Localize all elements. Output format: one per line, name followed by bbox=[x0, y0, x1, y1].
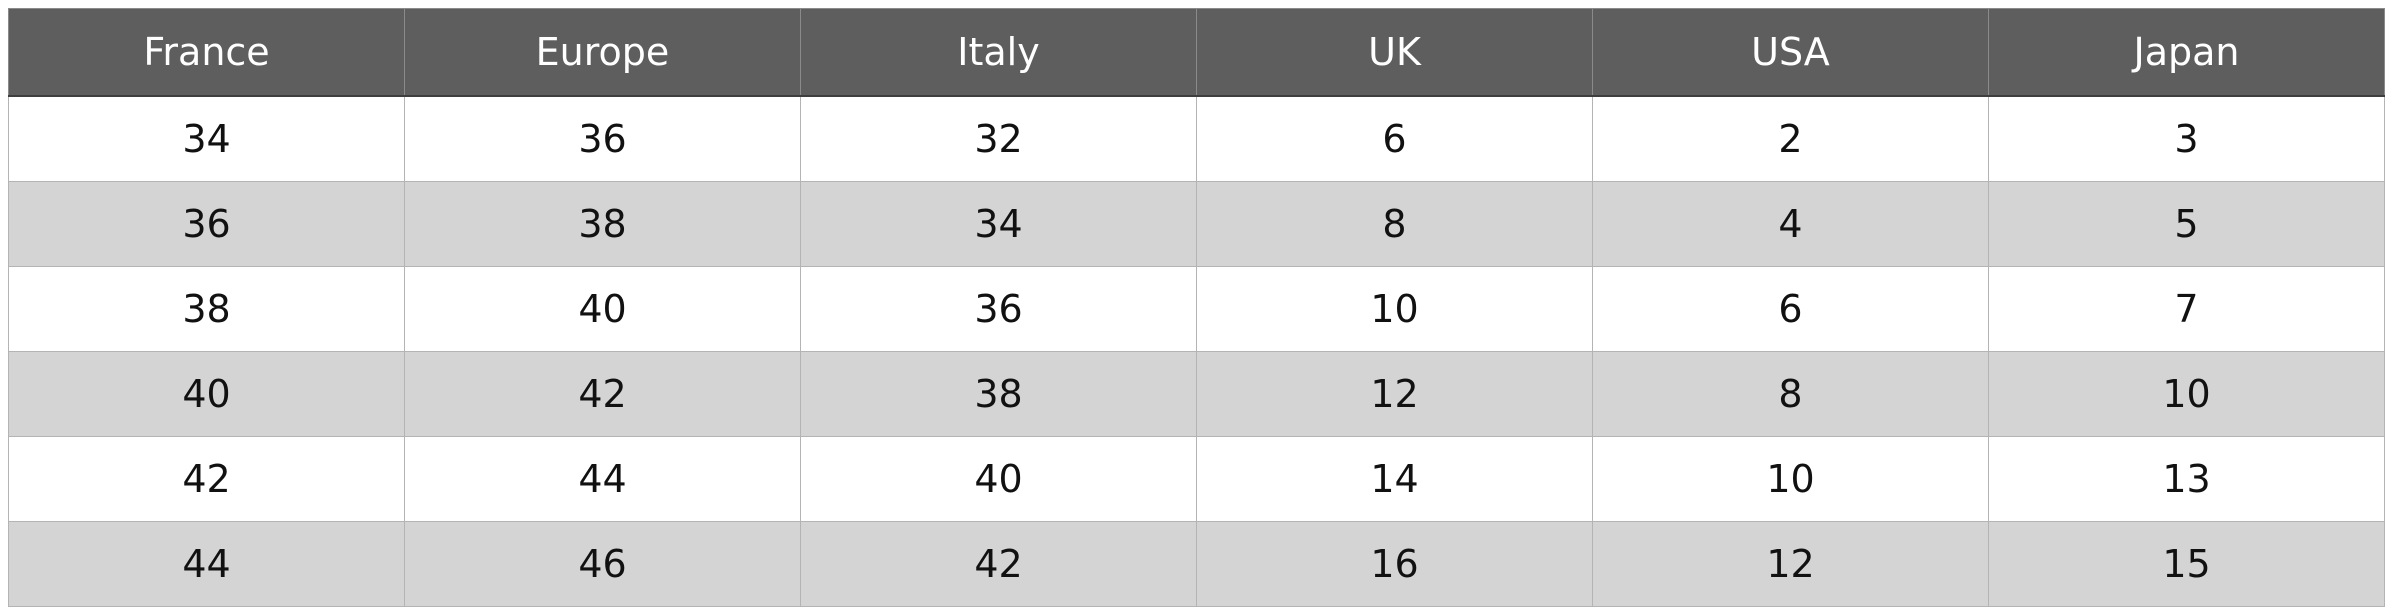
table-row: 34 36 32 6 2 3 bbox=[8, 95, 2385, 182]
table-cell: 12 bbox=[1592, 521, 1989, 607]
table-cell: 40 bbox=[800, 436, 1197, 522]
table-cell: 40 bbox=[8, 351, 405, 437]
table-cell: 14 bbox=[1196, 436, 1593, 522]
table-cell: 40 bbox=[404, 266, 801, 352]
header-row: France Europe Italy UK USA Japan bbox=[8, 8, 2385, 97]
size-table: France Europe Italy UK USA Japan 34 36 32 6 2 3 36 3… bbox=[8, 8, 2385, 607]
table-cell: 15 bbox=[1988, 521, 2385, 607]
table-cell: 42 bbox=[8, 436, 405, 522]
table-cell: 6 bbox=[1196, 95, 1593, 182]
table-row: 42 44 40 14 10 13 bbox=[8, 436, 2385, 522]
table-cell: 38 bbox=[404, 181, 801, 267]
header-cell: Italy bbox=[800, 8, 1197, 97]
header-cell: Japan bbox=[1988, 8, 2385, 97]
table-cell: 2 bbox=[1592, 95, 1989, 182]
table-row: 40 42 38 12 8 10 bbox=[8, 351, 2385, 437]
header-cell: Europe bbox=[404, 8, 801, 97]
table-cell: 34 bbox=[8, 95, 405, 182]
table-cell: 7 bbox=[1988, 266, 2385, 352]
table-cell: 5 bbox=[1988, 181, 2385, 267]
table-cell: 13 bbox=[1988, 436, 2385, 522]
table-cell: 8 bbox=[1592, 351, 1989, 437]
header-cell: France bbox=[8, 8, 405, 97]
table-cell: 10 bbox=[1196, 266, 1593, 352]
table-cell: 12 bbox=[1196, 351, 1593, 437]
table-cell: 3 bbox=[1988, 95, 2385, 182]
table-cell: 10 bbox=[1592, 436, 1989, 522]
table-row: 38 40 36 10 6 7 bbox=[8, 266, 2385, 352]
table-cell: 16 bbox=[1196, 521, 1593, 607]
table-cell: 38 bbox=[800, 351, 1197, 437]
table-cell: 36 bbox=[404, 95, 801, 182]
table-cell: 44 bbox=[8, 521, 405, 607]
table-cell: 38 bbox=[8, 266, 405, 352]
header-cell: UK bbox=[1196, 8, 1593, 97]
table-cell: 42 bbox=[404, 351, 801, 437]
table-cell: 42 bbox=[800, 521, 1197, 607]
table-cell: 44 bbox=[404, 436, 801, 522]
header-cell: USA bbox=[1592, 8, 1989, 97]
table-body: 34 36 32 6 2 3 36 38 34 8 4 5 38 40 36 10 6 7 40 42 38 12 8 10 4… bbox=[8, 95, 2385, 607]
table-cell: 46 bbox=[404, 521, 801, 607]
table-cell: 6 bbox=[1592, 266, 1989, 352]
table-row: 44 46 42 16 12 15 bbox=[8, 521, 2385, 607]
table-header: France Europe Italy UK USA Japan bbox=[8, 8, 2385, 97]
table-cell: 34 bbox=[800, 181, 1197, 267]
table-cell: 4 bbox=[1592, 181, 1989, 267]
table-cell: 36 bbox=[800, 266, 1197, 352]
table-cell: 36 bbox=[8, 181, 405, 267]
table-cell: 10 bbox=[1988, 351, 2385, 437]
table-cell: 32 bbox=[800, 95, 1197, 182]
table-row: 36 38 34 8 4 5 bbox=[8, 181, 2385, 267]
table-cell: 8 bbox=[1196, 181, 1593, 267]
